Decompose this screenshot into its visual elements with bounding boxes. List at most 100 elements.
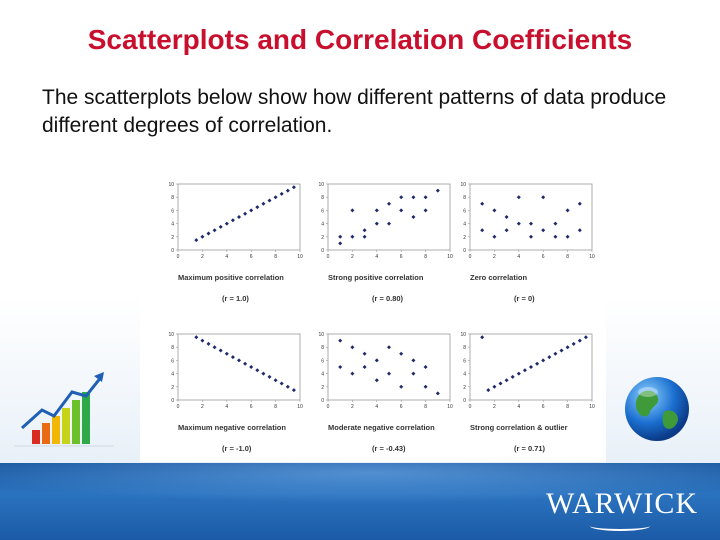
growth-bars: [32, 392, 90, 444]
data-point: [212, 228, 217, 233]
y-tick-label: 8: [171, 195, 174, 201]
y-tick-label: 4: [171, 372, 174, 378]
plot-frame: [327, 183, 451, 251]
data-point: [541, 228, 546, 233]
data-point: [529, 365, 533, 369]
x-tick-label: 0: [469, 254, 472, 260]
slide-title: Scatterplots and Correlation Coefficient…: [87, 24, 633, 55]
x-tick-label: 4: [517, 404, 520, 410]
data-point: [224, 351, 229, 356]
y-tick-label: 8: [463, 345, 466, 351]
data-point: [224, 221, 229, 226]
x-tick-label: 4: [225, 254, 228, 260]
data-point: [261, 201, 266, 206]
y-tick-label: 2: [171, 385, 174, 391]
data-point: [338, 234, 343, 239]
y-tick-label: 10: [168, 182, 174, 188]
data-point: [237, 358, 241, 363]
y-tick-label: 6: [321, 358, 324, 364]
data-point: [387, 371, 391, 376]
y-tick-label: 10: [168, 332, 174, 338]
data-point: [350, 234, 355, 239]
data-point: [350, 345, 355, 350]
data-point: [423, 365, 428, 369]
x-tick-label: 0: [327, 254, 330, 260]
data-point: [387, 201, 391, 206]
y-tick-label: 6: [171, 358, 174, 364]
data-point: [285, 384, 290, 389]
chart-title: Strong correlation & outlier: [470, 423, 568, 432]
data-point: [273, 195, 278, 200]
warwick-logo: WARWICK: [546, 487, 698, 520]
data-point: [374, 221, 379, 226]
y-tick-label: 10: [318, 182, 324, 188]
data-point: [411, 195, 416, 200]
x-tick-label: 8: [566, 254, 569, 260]
chart-title: Zero correlation: [470, 273, 528, 282]
data-point: [338, 241, 343, 246]
data-point: [565, 345, 570, 350]
x-tick-label: 6: [542, 254, 545, 260]
growth-chart-illustration: [14, 372, 114, 447]
data-point: [411, 358, 416, 363]
y-tick-label: 8: [463, 195, 466, 201]
data-point: [553, 351, 558, 356]
y-tick-label: 2: [463, 235, 466, 241]
x-tick-label: 6: [400, 254, 403, 260]
data-point: [504, 228, 509, 233]
x-tick-label: 4: [375, 254, 378, 260]
x-tick-label: 0: [469, 404, 472, 410]
y-tick-label: 0: [463, 398, 466, 404]
x-tick-label: 6: [542, 404, 545, 410]
y-tick-label: 10: [460, 332, 466, 338]
data-point: [529, 234, 533, 239]
y-tick-label: 6: [321, 208, 324, 214]
x-tick-label: 4: [375, 404, 378, 410]
data-point: [387, 221, 391, 226]
data-point: [206, 341, 211, 346]
data-point: [362, 351, 367, 356]
chart-title: Strong positive correlation: [328, 273, 424, 282]
chart-subtitle: (r = -0.43): [372, 444, 406, 453]
data-point: [516, 221, 521, 226]
x-tick-label: 2: [351, 254, 354, 260]
scatterplot-grid: 0 2 4 6 8 10 0 2 4 6 8 10 Maximum positive correlati…: [168, 182, 595, 453]
y-tick-label: 0: [463, 248, 466, 254]
data-point: [529, 221, 533, 226]
y-tick-label: 4: [463, 222, 466, 228]
data-point: [480, 335, 485, 340]
x-tick-label: 10: [297, 404, 303, 410]
data-point: [486, 388, 491, 393]
x-tick-label: 2: [201, 404, 204, 410]
data-point: [547, 355, 552, 360]
scatterplot-4: 0 2 4 6 8 10 0 2 4 6 8 10 Maximum negative correlati…: [168, 332, 303, 453]
data-point: [553, 221, 558, 226]
data-point: [249, 365, 254, 369]
data-point: [480, 201, 485, 206]
data-point: [492, 384, 497, 389]
data-point: [350, 208, 355, 213]
data-point: [583, 335, 588, 340]
scatterplot-6: 0 2 4 6 8 10 0 2 4 6 8 10 Strong correlation & outli…: [460, 332, 595, 453]
footer-band: [0, 463, 720, 540]
x-tick-label: 4: [225, 404, 228, 410]
data-point: [423, 208, 428, 213]
scatterplot-3: 0 2 4 6 8 10 0 2 4 6 8 10 Zero correlation (r = 0): [460, 182, 595, 303]
data-point: [338, 338, 343, 343]
chart-subtitle: (r = 0.71): [514, 444, 546, 453]
scatterplot-1: 0 2 4 6 8 10 0 2 4 6 8 10 Maximum positive correlati…: [168, 182, 303, 303]
data-point: [492, 208, 497, 213]
data-point: [267, 198, 272, 203]
data-point: [194, 335, 199, 340]
y-tick-label: 6: [463, 358, 466, 364]
plot-frame: [327, 333, 451, 401]
data-point: [571, 341, 576, 346]
y-tick-label: 8: [321, 195, 324, 201]
x-tick-label: 2: [493, 254, 496, 260]
data-point: [350, 371, 355, 376]
data-point: [399, 195, 404, 200]
chart-subtitle: (r = 0.80): [372, 294, 404, 303]
data-point: [374, 378, 379, 383]
data-point: [504, 215, 509, 219]
chart-subtitle: (r = -1.0): [222, 444, 252, 453]
